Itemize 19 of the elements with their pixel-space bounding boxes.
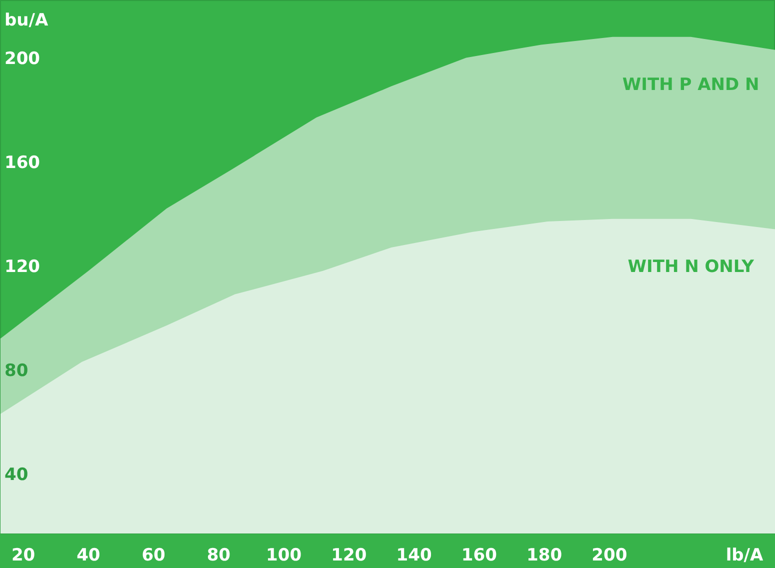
x-tick-label: 120 xyxy=(331,546,367,566)
y-tick-label: 160 xyxy=(4,153,40,174)
y-axis-title: bu/A xyxy=(4,10,49,30)
x-tick-label: 140 xyxy=(396,546,432,566)
y-tick-label: 80 xyxy=(4,361,28,382)
x-tick-label: 20 xyxy=(11,546,36,566)
x-tick-label: 200 xyxy=(592,546,628,566)
y-tick-label: 40 xyxy=(4,465,28,486)
series-label: WITH P AND N xyxy=(622,74,760,95)
series-label: WITH N ONLY xyxy=(628,256,755,277)
x-tick-label: 80 xyxy=(206,546,231,566)
x-tick-label: 160 xyxy=(461,546,498,566)
x-tick-label: 100 xyxy=(266,546,302,566)
y-tick-label: 200 xyxy=(4,49,40,70)
x-axis-title: lb/A xyxy=(726,546,764,566)
y-tick-label: 120 xyxy=(4,257,40,278)
x-tick-label: 60 xyxy=(142,546,166,566)
x-tick-label: 180 xyxy=(526,546,562,566)
x-tick-label: 40 xyxy=(76,546,100,566)
